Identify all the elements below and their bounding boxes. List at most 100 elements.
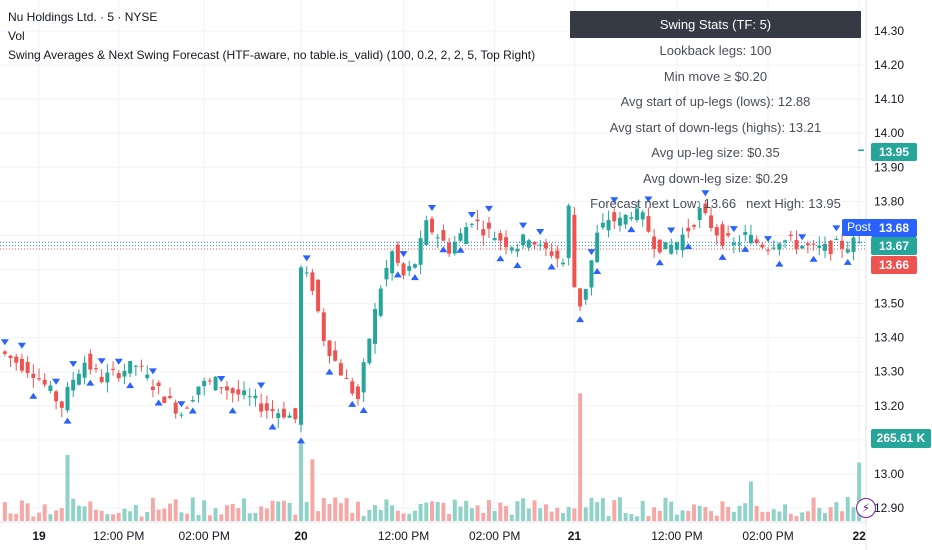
- price-tick-label: 14.10: [874, 92, 904, 106]
- time-tick-label: 12:00 PM: [93, 529, 144, 543]
- candle-body: [731, 242, 736, 245]
- candle-body: [59, 401, 64, 408]
- swing-low-marker: [126, 382, 135, 389]
- swing-indicator-label[interactable]: Swing Averages & Next Swing Forecast (HT…: [8, 48, 536, 62]
- candle-body: [367, 338, 372, 364]
- price-tick-label: 14.00: [874, 126, 904, 140]
- candle-body: [492, 238, 497, 241]
- candle-body: [600, 222, 605, 228]
- volume-bar: [811, 497, 816, 521]
- candle-body: [783, 240, 788, 242]
- candle-body: [714, 227, 719, 236]
- stats-title: Swing Stats (TF: 5): [570, 11, 861, 38]
- volume-bar: [31, 516, 36, 521]
- candle-body: [469, 223, 474, 225]
- candle-body: [304, 272, 309, 274]
- volume-bar: [316, 511, 321, 521]
- volume-bar: [99, 510, 104, 521]
- volume-bar: [504, 505, 509, 521]
- candle-body: [561, 262, 565, 265]
- volume-bar: [430, 501, 434, 521]
- volume-bar: [42, 504, 47, 521]
- volume-bar: [703, 506, 708, 521]
- swing-low-marker: [547, 263, 556, 270]
- volume-bar: [88, 501, 93, 521]
- volume-bar: [731, 511, 736, 521]
- swing-high-marker: [798, 234, 807, 241]
- volume-bar: [59, 508, 64, 521]
- candle-body: [828, 240, 833, 255]
- price-tick-label: 13.20: [874, 399, 904, 413]
- candle-body: [156, 382, 161, 386]
- time-tick-label: 20: [294, 529, 308, 543]
- candle-body: [566, 205, 571, 258]
- candle-body: [355, 386, 360, 400]
- candle-body: [748, 234, 753, 244]
- candle-body: [384, 267, 389, 280]
- stats-row: Avg down-leg size: $0.29: [642, 170, 789, 186]
- volume-bar: [777, 511, 782, 521]
- stats-row: Avg start of up-legs (lows): 12.88: [620, 94, 811, 109]
- volume-bar: [657, 510, 662, 521]
- swing-high-marker: [701, 190, 710, 197]
- swing-high-marker: [52, 378, 61, 385]
- volume-bar: [714, 515, 719, 521]
- volume-bar: [259, 506, 264, 521]
- candle-body: [321, 312, 326, 342]
- volume-bar: [561, 513, 565, 521]
- candle-body: [532, 242, 537, 245]
- swing-low-marker: [593, 268, 602, 275]
- volume-bar: [418, 503, 423, 521]
- volume-bar: [600, 498, 605, 521]
- volume-bar: [817, 507, 822, 521]
- candle-body: [447, 242, 452, 254]
- candle-body: [686, 227, 691, 232]
- volume-bar: [350, 512, 355, 521]
- volume-bar: [179, 512, 184, 521]
- candle-body: [851, 237, 856, 253]
- forecast-high: next High: 13.95: [746, 196, 841, 211]
- candle-body: [629, 217, 634, 219]
- lightning-icon[interactable]: ⚡: [856, 498, 876, 518]
- swing-high-marker: [644, 196, 653, 203]
- volume-bar: [344, 498, 349, 521]
- volume-bar: [327, 503, 332, 521]
- candle-body: [42, 379, 47, 385]
- volume-indicator-label[interactable]: Vol: [8, 29, 25, 43]
- volume-bar: [196, 514, 201, 521]
- price-tick-label: 14.20: [874, 58, 904, 72]
- candle-body: [236, 389, 241, 395]
- candle-body: [373, 309, 378, 344]
- volume-bar: [492, 510, 497, 521]
- candle-body: [299, 267, 303, 425]
- volume-bar: [583, 507, 588, 521]
- volume-bar: [674, 514, 679, 521]
- symbol-title[interactable]: Nu Holdings Ltd. · 5 · NYSE: [8, 10, 158, 24]
- time-tick-label: 12:00 PM: [378, 529, 429, 543]
- candle-body: [709, 215, 714, 228]
- volume-bar: [481, 512, 486, 521]
- swing-low-marker: [154, 399, 163, 406]
- time-tick-label: 21: [568, 529, 582, 543]
- volume-bar: [754, 505, 759, 521]
- swing-high-marker: [69, 361, 78, 368]
- volume-bar: [669, 501, 674, 521]
- volume-bar: [156, 509, 161, 521]
- volume-bar: [230, 503, 235, 521]
- volume-bar: [663, 497, 668, 521]
- candle-body: [31, 373, 36, 378]
- swing-high-marker: [764, 236, 773, 243]
- candle-body: [743, 232, 748, 235]
- candle-body: [817, 245, 822, 248]
- swing-low-marker: [456, 246, 465, 253]
- time-axis[interactable]: 19 12:00 PM 02:00 PM 20 12:00 PM 02:00 PM 21 12…: [32, 529, 866, 543]
- swing-high-marker: [177, 401, 186, 408]
- stats-row: Min move ≥ $0.20: [663, 68, 768, 84]
- volume-bar: [805, 511, 810, 521]
- volume-bar: [407, 513, 412, 521]
- candle-body: [635, 208, 640, 221]
- volume-bar: [25, 503, 30, 521]
- candle-body: [481, 229, 486, 236]
- candle-body: [612, 212, 617, 222]
